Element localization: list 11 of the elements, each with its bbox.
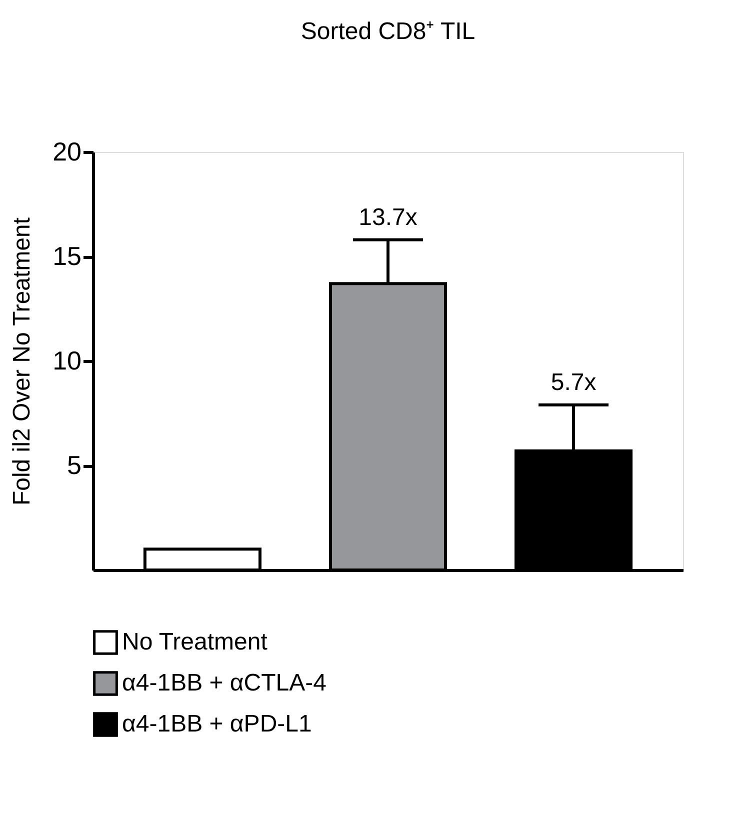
legend-label: No Treatment <box>122 628 268 656</box>
data-label: 5.7x <box>550 368 596 396</box>
legend-label: α4-1BB + αPD-L1 <box>122 710 312 738</box>
y-tick-label: 10 <box>52 346 82 376</box>
y-tick-label: 5 <box>67 450 82 480</box>
y-axis-title: Fold il2 Over No Treatment <box>8 217 36 506</box>
y-tick-label: 15 <box>52 241 82 271</box>
y-tick-label: 20 <box>52 136 82 166</box>
chart-title: Sorted CD8⁺ TIL <box>300 18 476 45</box>
legend-label: α4-1BB + αCTLA-4 <box>122 670 326 696</box>
data-label: 13.7x <box>358 204 418 231</box>
